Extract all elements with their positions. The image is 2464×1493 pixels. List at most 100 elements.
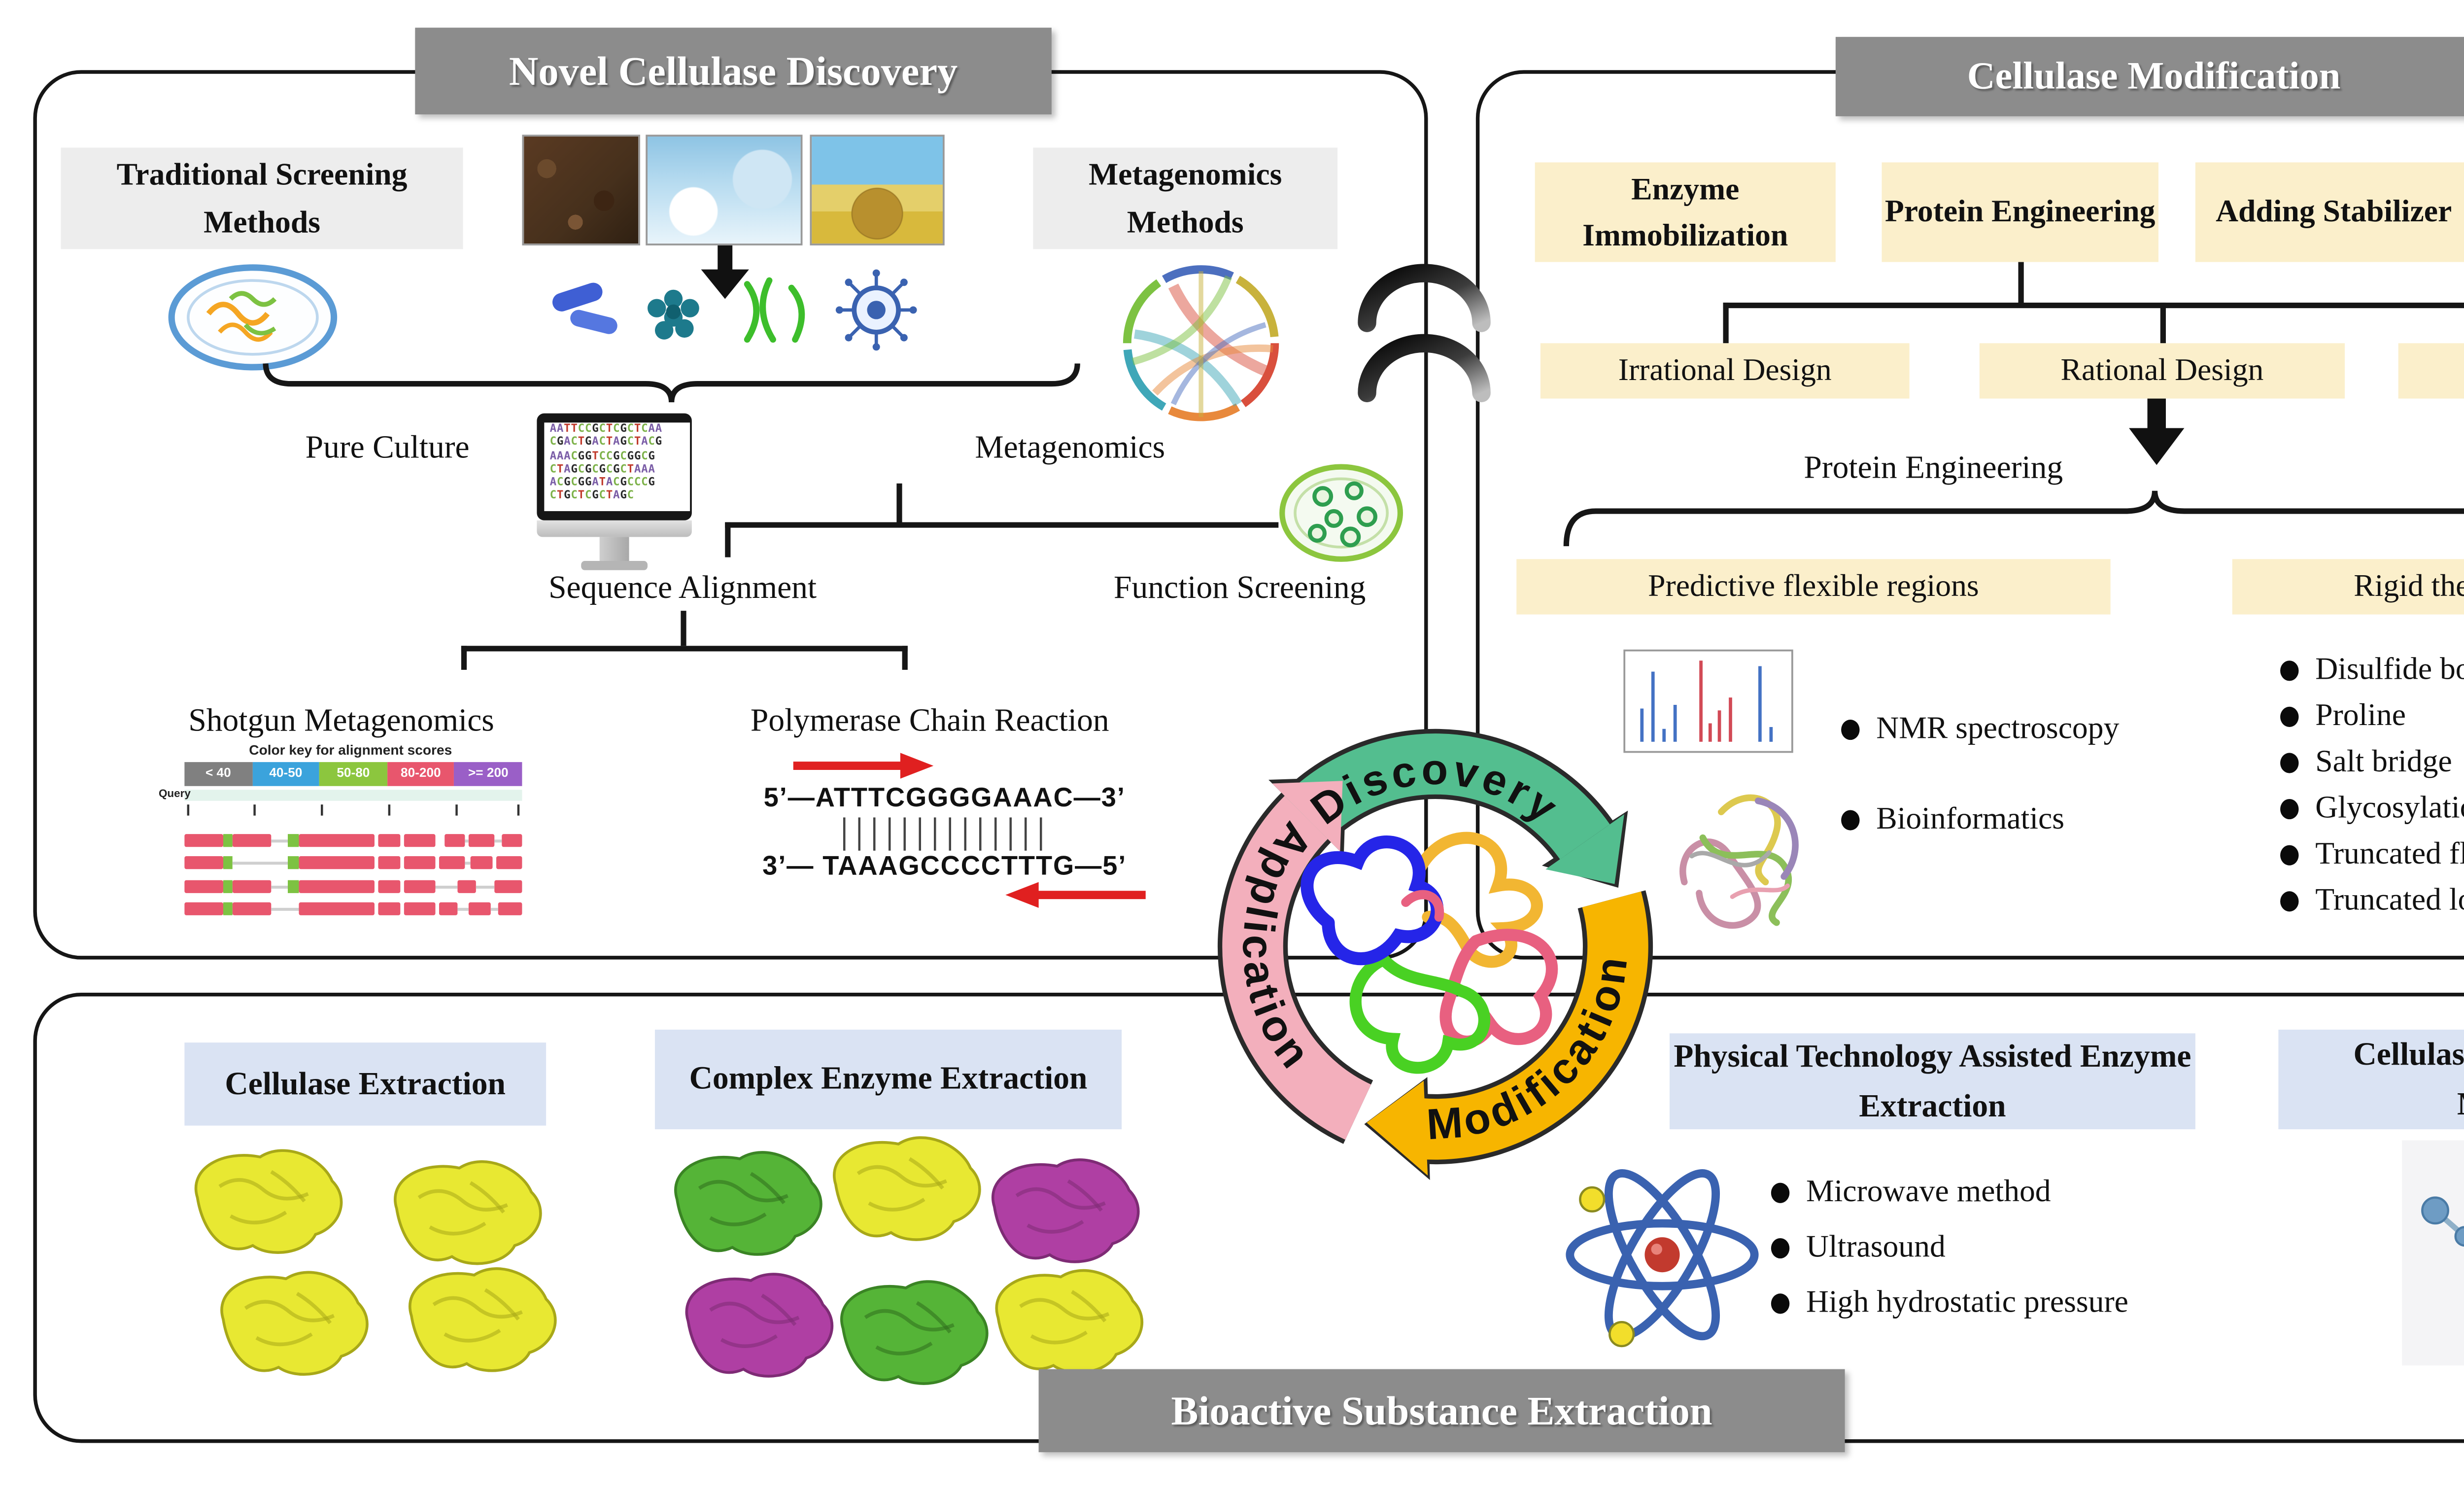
- box-text: Enzyme Immobilization: [1582, 171, 1788, 253]
- bullet-glycosylation: Glycosylation modification: [2280, 790, 2464, 827]
- bullet-ultrasound: Ultrasound: [1771, 1229, 1946, 1266]
- connector-line: [1723, 302, 2464, 308]
- header-text: Cellulase Modification: [1967, 53, 2341, 98]
- key-segment: 40-50: [252, 762, 320, 786]
- box-physical-technology-extraction: Physical Technology Assisted Enzyme Extr…: [1669, 1033, 2195, 1130]
- bullet-icon: [1771, 1292, 1790, 1313]
- monitor-screen: AATTCCGCTCGCTCAA CGACTGACTAGCTACG AAACGG…: [544, 422, 690, 511]
- application-arrowhead: [1272, 781, 1343, 852]
- box-text: Cellulase Assisted Structure Modificatio…: [2353, 1035, 2464, 1122]
- box-text: Adding Stabilizer: [2216, 194, 2452, 230]
- filament-microbe-icon: [744, 277, 805, 343]
- bullet-text: Salt bridge: [2315, 743, 2452, 779]
- link-crescents-icon: [1358, 264, 1491, 403]
- label-protein-engineering: Protein Engineering: [1804, 448, 2063, 486]
- header-novel-cellulase-discovery: Novel Cellulase Discovery: [415, 28, 1052, 115]
- bullet-text: Truncated loop: [2315, 882, 2464, 917]
- dna-sequence-line: CTGCTCGCTAGC: [549, 489, 634, 503]
- connector-line: [1723, 302, 1728, 344]
- box-text: Complex Enzyme Extraction: [689, 1060, 1088, 1097]
- pcr-top-strand: 5’—ATTTCGGGGAAAC—3’: [763, 784, 1126, 814]
- dna-sequence-line: CGACTGACTAGCTACG: [549, 436, 662, 449]
- label-sequence-alignment: Sequence Alignment: [548, 568, 817, 605]
- header-bioactive-substance-extraction: Bioactive Substance Extraction: [1038, 1369, 1845, 1453]
- bullet-text: NMR spectroscopy: [1876, 710, 2120, 746]
- box-text: Rigid the flexible regions: [2354, 568, 2464, 604]
- bullet-icon: [2280, 844, 2299, 865]
- bullet-icon: [2280, 798, 2299, 819]
- key-segment: >= 200: [454, 762, 522, 786]
- bullet-text: Proline: [2315, 697, 2406, 733]
- box-text: Irrational Design: [1618, 352, 1832, 388]
- modification-arc: [1417, 891, 1648, 1160]
- monitor-base: [581, 561, 648, 570]
- bullet-text: High hydrostatic pressure: [1806, 1284, 2128, 1319]
- box-cellulase-assisted-structure-modification: Cellulase Assisted Structure Modificatio…: [2278, 1029, 2464, 1130]
- atom-icon: [1566, 1169, 1759, 1348]
- header-text: Bioactive Substance Extraction: [1171, 1387, 1712, 1433]
- bullet-text: Ultrasound: [1806, 1229, 1946, 1264]
- bullet-truncated-loop: Truncated loop: [2280, 882, 2464, 919]
- key-segment: 50-80: [319, 762, 387, 786]
- box-text: Traditional Screening Methods: [116, 157, 408, 239]
- pcr-bottom-strand: 3’— TAAAGCCCCTTTG—5’: [762, 852, 1127, 882]
- monitor-neck: [599, 537, 629, 561]
- base-pair-ticks: [843, 817, 1054, 851]
- box-text: Protein Engineering: [1884, 194, 2156, 230]
- box-cellulase-extraction: Cellulase Extraction: [184, 1042, 547, 1126]
- bullet-icon: [2280, 890, 2299, 911]
- monitor-frame: AATTCCGCTCGCTCAA CGACTGACTAGCTACG AAACGG…: [537, 413, 692, 521]
- bullet-text: Disulfide bond: [2315, 651, 2464, 687]
- molecule-structure-icon: [2402, 1140, 2464, 1366]
- label-metagenomics: Metagenomics: [975, 428, 1165, 465]
- cocci-cluster-icon: [648, 289, 699, 340]
- bullet-text: Microwave method: [1806, 1173, 2051, 1209]
- connector-line: [896, 483, 901, 524]
- monitor-chin: [537, 520, 692, 537]
- hay-field-photo: [810, 135, 945, 245]
- protein-ribbon-icon: [1679, 794, 1799, 929]
- label-shotgun-metagenomics: Shotgun Metagenomics: [188, 701, 494, 738]
- dna-sequence-line: AATTCCGCTCGCTCAA: [549, 422, 662, 436]
- box-rational-design: Rational Design: [1979, 343, 2345, 399]
- query-strip: [184, 790, 522, 801]
- header-text: Novel Cellulase Discovery: [509, 47, 958, 94]
- rod-bacteria-icon: [552, 282, 617, 334]
- bullet-nmr-spectroscopy: NMR spectroscopy: [1841, 710, 2119, 747]
- bullet-icon: [1841, 809, 1860, 830]
- key-segment: 80-200: [387, 762, 455, 786]
- primer-arrow-left-icon: [1005, 882, 1146, 908]
- connector-line: [725, 522, 730, 557]
- gather-brace: [1563, 490, 2464, 547]
- bullet-text: Bioinformatics: [1876, 800, 2065, 836]
- nmr-spectrum-icon: [1623, 649, 1793, 753]
- axis-ticks: [187, 804, 520, 816]
- header-cellulase-modification: Cellulase Modification: [1835, 36, 2464, 116]
- bullet-disulfide-bond: Disulfide bond: [2280, 651, 2464, 688]
- connector-line: [681, 611, 685, 646]
- box-text: Predictive flexible regions: [1648, 568, 1979, 604]
- bullet-icon: [2280, 705, 2299, 727]
- label-pure-culture: Pure Culture: [305, 428, 470, 465]
- connector-line: [461, 646, 908, 651]
- bullet-icon: [2280, 660, 2299, 680]
- bullet-icon: [1841, 719, 1860, 739]
- box-traditional-screening-methods: Traditional Screening Methods: [61, 147, 463, 249]
- connector-line: [461, 646, 466, 670]
- box-text: Metagenomics Methods: [1089, 157, 1282, 239]
- bullet-text: Glycosylation modification: [2315, 790, 2464, 825]
- bullet-icon: [1771, 1237, 1790, 1258]
- box-text: Cellulase Extraction: [225, 1064, 506, 1102]
- dna-sequence-line: ACGCGGATACGCCCG: [549, 476, 655, 489]
- connector-line: [2018, 262, 2023, 307]
- function-screening-dish-icon: [1279, 464, 1403, 562]
- glacier-sample-photo: [646, 135, 803, 245]
- petri-dish-icon: [168, 264, 338, 371]
- dna-sequence-line: AAACGGTCCGCGGCG: [549, 449, 655, 463]
- box-complex-enzyme-extraction: Complex Enzyme Extraction: [654, 1029, 1122, 1130]
- box-text: Rational Design: [2060, 352, 2264, 388]
- primer-arrow-right-icon: [793, 753, 934, 779]
- electron-icon: [1579, 1186, 1606, 1213]
